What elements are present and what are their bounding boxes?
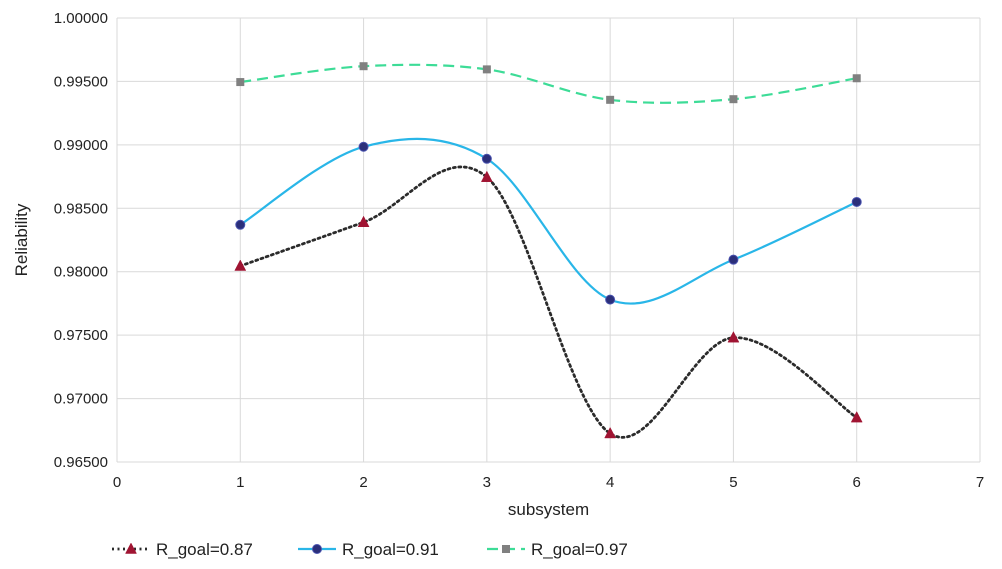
legend-label: R_goal=0.97 xyxy=(531,540,628,559)
y-tick-label: 1.00000 xyxy=(54,10,108,27)
legend-label: R_goal=0.91 xyxy=(342,540,439,559)
legend-marker xyxy=(502,545,510,553)
x-tick-label: 7 xyxy=(976,474,984,491)
y-tick-label: 0.98000 xyxy=(54,264,108,281)
data-point xyxy=(236,78,245,87)
data-point xyxy=(728,254,739,265)
series-line-3 xyxy=(240,63,857,104)
y-tick-label: 0.99000 xyxy=(54,137,108,154)
data-point xyxy=(235,219,246,230)
grid xyxy=(116,17,981,463)
data-point xyxy=(851,196,862,207)
data-point xyxy=(729,95,738,104)
y-axis-title: Reliability xyxy=(12,203,31,276)
data-point xyxy=(727,331,740,343)
data-point xyxy=(605,294,616,305)
legend-label: R_goal=0.87 xyxy=(156,540,253,559)
legend-marker xyxy=(312,544,322,554)
data-markers xyxy=(234,62,863,439)
data-point xyxy=(358,141,369,152)
x-tick-label: 4 xyxy=(606,474,614,491)
x-tick-label: 5 xyxy=(729,474,737,491)
data-point xyxy=(606,95,615,104)
series-line-2 xyxy=(239,137,858,305)
legend: R_goal=0.87 R_goal=0.91 R_goal=0.97 xyxy=(112,540,628,559)
data-point xyxy=(481,153,492,164)
y-tick-label: 0.97000 xyxy=(54,391,108,408)
x-axis-title: subsystem xyxy=(508,500,589,519)
legend-marker xyxy=(125,542,137,554)
x-tick-label: 0 xyxy=(113,474,121,491)
y-tick-label: 0.96500 xyxy=(54,454,108,471)
y-tick-label: 0.98500 xyxy=(54,200,108,217)
data-point xyxy=(357,215,370,227)
data-point xyxy=(482,65,491,74)
series-line-1 xyxy=(238,165,859,439)
tick-labels: 0.96500 0.97000 0.97500 0.98000 0.98500 0.990… xyxy=(54,10,984,491)
series-lines xyxy=(238,63,859,439)
y-tick-label: 0.97500 xyxy=(54,327,108,344)
data-point xyxy=(850,411,863,423)
x-tick-label: 6 xyxy=(853,474,861,491)
data-point xyxy=(604,426,617,439)
data-point xyxy=(480,170,493,182)
data-point xyxy=(234,259,247,271)
data-point xyxy=(359,62,368,71)
y-tick-label: 0.99500 xyxy=(54,73,108,90)
x-tick-label: 3 xyxy=(483,474,491,491)
data-point xyxy=(852,74,861,83)
x-tick-label: 2 xyxy=(359,474,367,491)
x-tick-label: 1 xyxy=(236,474,244,491)
